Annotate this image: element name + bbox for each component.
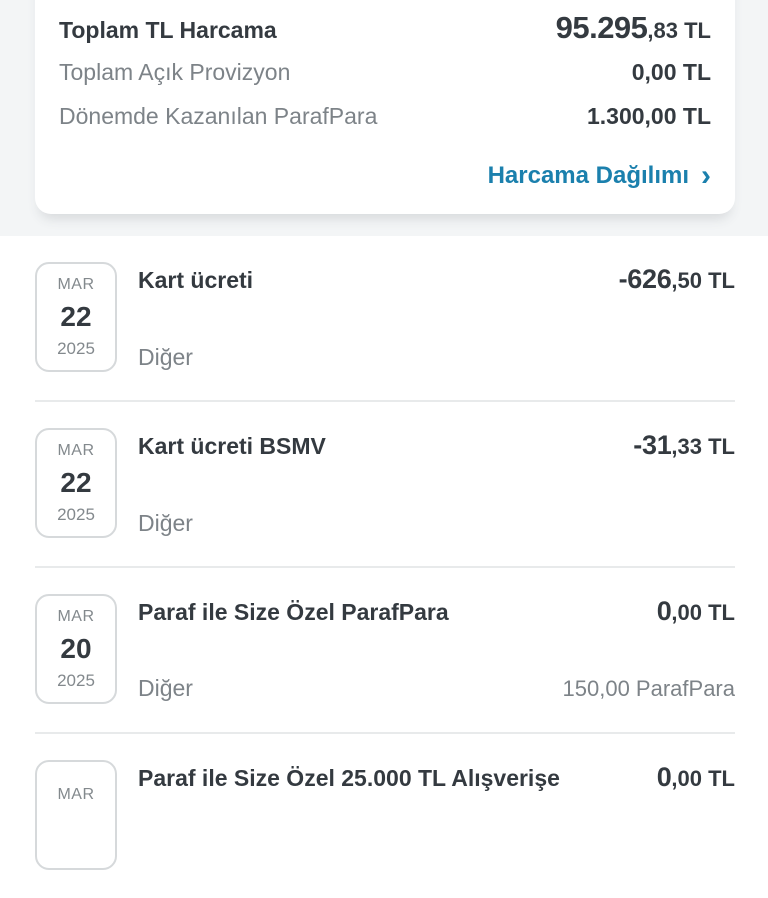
total-spend-label: Toplam TL Harcama (59, 17, 277, 43)
transaction-category: Diğer (138, 675, 193, 701)
transaction-body: Kart ücreti BSMV -31,33 TL Diğer (138, 428, 735, 538)
transaction-title: Kart ücreti (138, 267, 254, 293)
transaction-amount-main: 0 (656, 762, 672, 792)
spending-distribution-link[interactable]: Harcama Dağılımı › (59, 156, 711, 196)
open-provision-value: 0,00 TL (631, 59, 711, 85)
transaction-year: 2025 (57, 671, 95, 691)
open-provision-label: Toplam Açık Provizyon (59, 59, 291, 85)
spending-distribution-label: Harcama Dağılımı (487, 162, 689, 189)
transaction-amount-frac: ,00 TL (671, 766, 735, 791)
transaction-list: MAR 22 2025 Kart ücreti -626,50 TL Diğer… (0, 236, 768, 898)
transaction-body: Kart ücreti -626,50 TL Diğer (138, 262, 735, 372)
total-spend-value-main: 95.295 (555, 10, 648, 45)
chevron-right-icon: › (701, 159, 711, 192)
transaction-right-note: 150,00 ParafPara (562, 676, 735, 701)
transaction-body: Paraf ile Size Özel ParafPara 0,00 TL Di… (138, 594, 735, 704)
transaction-row[interactable]: MAR 22 2025 Kart ücreti -626,50 TL Diğer (35, 236, 735, 402)
transaction-amount-frac: ,33 TL (671, 434, 735, 459)
transaction-day: 20 (60, 632, 92, 664)
transaction-row[interactable]: MAR Paraf ile Size Özel 25.000 TL Alışve… (35, 734, 735, 898)
transaction-date-badge: MAR 22 2025 (35, 262, 117, 372)
transaction-amount: 0,00 TL (657, 760, 735, 799)
transaction-row[interactable]: MAR 20 2025 Paraf ile Size Özel ParafPar… (35, 568, 735, 734)
transaction-date-badge: MAR 22 2025 (35, 428, 117, 538)
transaction-row[interactable]: MAR 22 2025 Kart ücreti BSMV -31,33 TL D… (35, 402, 735, 568)
transaction-title: Kart ücreti BSMV (138, 433, 326, 459)
statement-summary-card: Toplam TL Harcama 95.295,83 TL Toplam Aç… (35, 0, 735, 214)
transaction-month: MAR (57, 441, 95, 459)
transaction-title: Paraf ile Size Özel 25.000 TL Alışverişe (138, 765, 560, 791)
transaction-amount-main: 0 (656, 596, 672, 626)
earned-parafpara-label: Dönemde Kazanılan ParafPara (59, 103, 378, 129)
transaction-amount: 0,00 TL (657, 594, 735, 633)
transaction-day: 22 (60, 466, 92, 498)
summary-row-earned-parafpara: Dönemde Kazanılan ParafPara 1.300,00 TL (59, 94, 711, 138)
transaction-amount-frac: ,00 TL (671, 600, 735, 625)
transaction-month: MAR (57, 786, 95, 803)
transaction-amount-frac: ,50 TL (671, 268, 735, 293)
transaction-title: Paraf ile Size Özel ParafPara (138, 599, 449, 625)
transaction-day: 22 (60, 300, 92, 332)
transaction-amount-main: -626 (618, 264, 672, 294)
transaction-body: Paraf ile Size Özel 25.000 TL Alışverişe… (138, 760, 735, 870)
transaction-amount-main: -31 (633, 430, 672, 460)
transaction-year: 2025 (57, 505, 95, 525)
transaction-date-badge: MAR 20 2025 (35, 594, 117, 704)
total-spend-value-frac: ,83 TL (647, 18, 711, 43)
transaction-amount: -31,33 TL (633, 428, 735, 467)
transaction-date-badge: MAR (35, 760, 117, 870)
earned-parafpara-value: 1.300,00 TL (586, 103, 711, 129)
transaction-year: 2025 (57, 339, 95, 359)
transaction-month: MAR (57, 607, 95, 625)
summary-row-open-provision: Toplam Açık Provizyon 0,00 TL (59, 50, 711, 94)
total-spend-value: 95.295,83 TL (556, 6, 711, 53)
summary-row-total-spend: Toplam TL Harcama 95.295,83 TL (59, 6, 711, 50)
transaction-month: MAR (57, 275, 95, 293)
transaction-amount: -626,50 TL (619, 262, 735, 301)
transaction-category: Diğer (138, 510, 193, 536)
transaction-category: Diğer (138, 344, 193, 370)
